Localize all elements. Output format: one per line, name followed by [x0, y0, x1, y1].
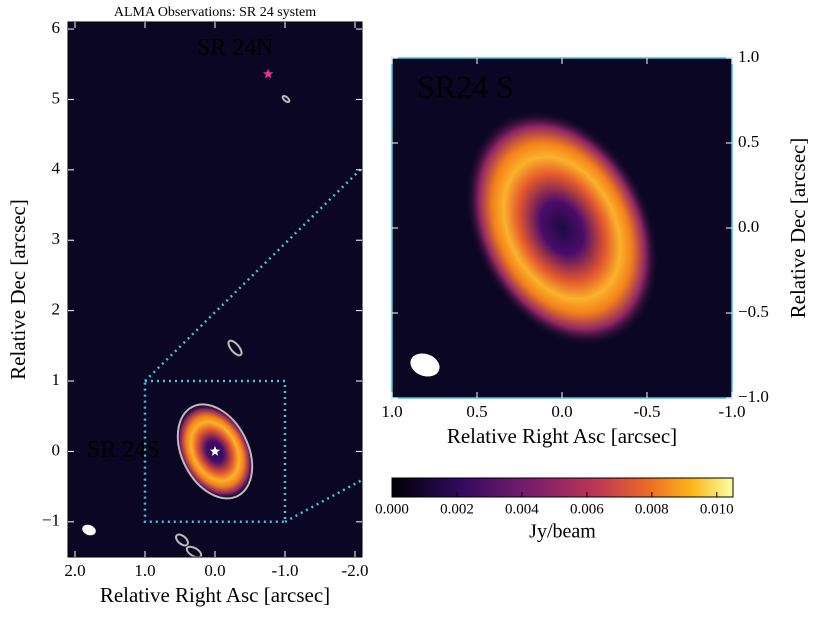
x-tick-label: 2.0 — [64, 561, 85, 580]
x-tick-label: 1.0 — [134, 561, 155, 580]
image-panel — [392, 58, 732, 398]
y-axis-label: Relative Dec [arcsec] — [786, 138, 810, 319]
panel-title: SR24 S — [417, 68, 514, 104]
contour — [227, 339, 243, 357]
x-tick-label: 1.0 — [381, 402, 402, 421]
y-tick-label: −1.0 — [738, 387, 769, 406]
x-tick-label: 0.5 — [466, 402, 487, 421]
y-tick-label: 3 — [52, 229, 61, 248]
contour — [185, 545, 203, 557]
x-tick-label: 0.010 — [700, 501, 734, 517]
x-tick-label: -1.0 — [272, 561, 299, 580]
annotation: SR 24N — [197, 35, 274, 61]
zoom-box — [143, 379, 287, 524]
x-tick-label: -2.0 — [342, 561, 369, 580]
y-axis-label: Relative Dec [arcsec] — [6, 199, 30, 380]
x-axis-label: Relative Right Asc [arcsec] — [447, 424, 677, 448]
y-tick-label: 5 — [52, 88, 61, 107]
image-panel: SR 24N SR 24S — [68, 22, 362, 557]
x-tick-label: 0.0 — [204, 561, 225, 580]
x-tick-label: 0.0 — [551, 402, 572, 421]
colorbar-label: Jy/beam — [529, 521, 596, 543]
y-tick-label: 0 — [52, 440, 61, 459]
y-tick-label: 0.5 — [738, 132, 759, 151]
colorbar — [391, 477, 734, 498]
x-tick-label: -1.0 — [719, 402, 746, 421]
beam — [82, 524, 96, 536]
zoom-connector — [144, 167, 362, 382]
star-marker — [209, 445, 221, 456]
beam — [410, 353, 440, 377]
contour — [176, 403, 254, 500]
contour — [175, 533, 189, 547]
y-tick-label: 1 — [52, 370, 61, 389]
chart-title: ALMA Observations: SR 24 system — [114, 5, 316, 20]
x-tick-label: 0.008 — [635, 501, 669, 517]
y-tick-label: −1 — [42, 511, 60, 530]
x-tick-label: 0.004 — [505, 501, 539, 517]
disk-emission — [465, 109, 659, 347]
y-tick-label: −0.5 — [738, 302, 769, 321]
y-tick-label: 1.0 — [738, 47, 759, 66]
contour — [281, 95, 291, 103]
y-tick-label: 4 — [52, 159, 61, 178]
y-tick-label: 0.0 — [738, 217, 759, 236]
y-tick-label: 6 — [52, 18, 61, 37]
x-tick-label: -0.5 — [634, 402, 661, 421]
zoom-connector — [284, 478, 362, 523]
annotation: SR 24S — [87, 437, 160, 463]
x-tick-label: 0.002 — [440, 501, 474, 517]
x-tick-label: 0.006 — [570, 501, 604, 517]
x-tick-label: 0.000 — [375, 501, 409, 517]
star-marker — [263, 68, 274, 79]
x-axis-label: Relative Right Asc [arcsec] — [100, 583, 330, 607]
y-tick-label: 2 — [52, 300, 61, 319]
